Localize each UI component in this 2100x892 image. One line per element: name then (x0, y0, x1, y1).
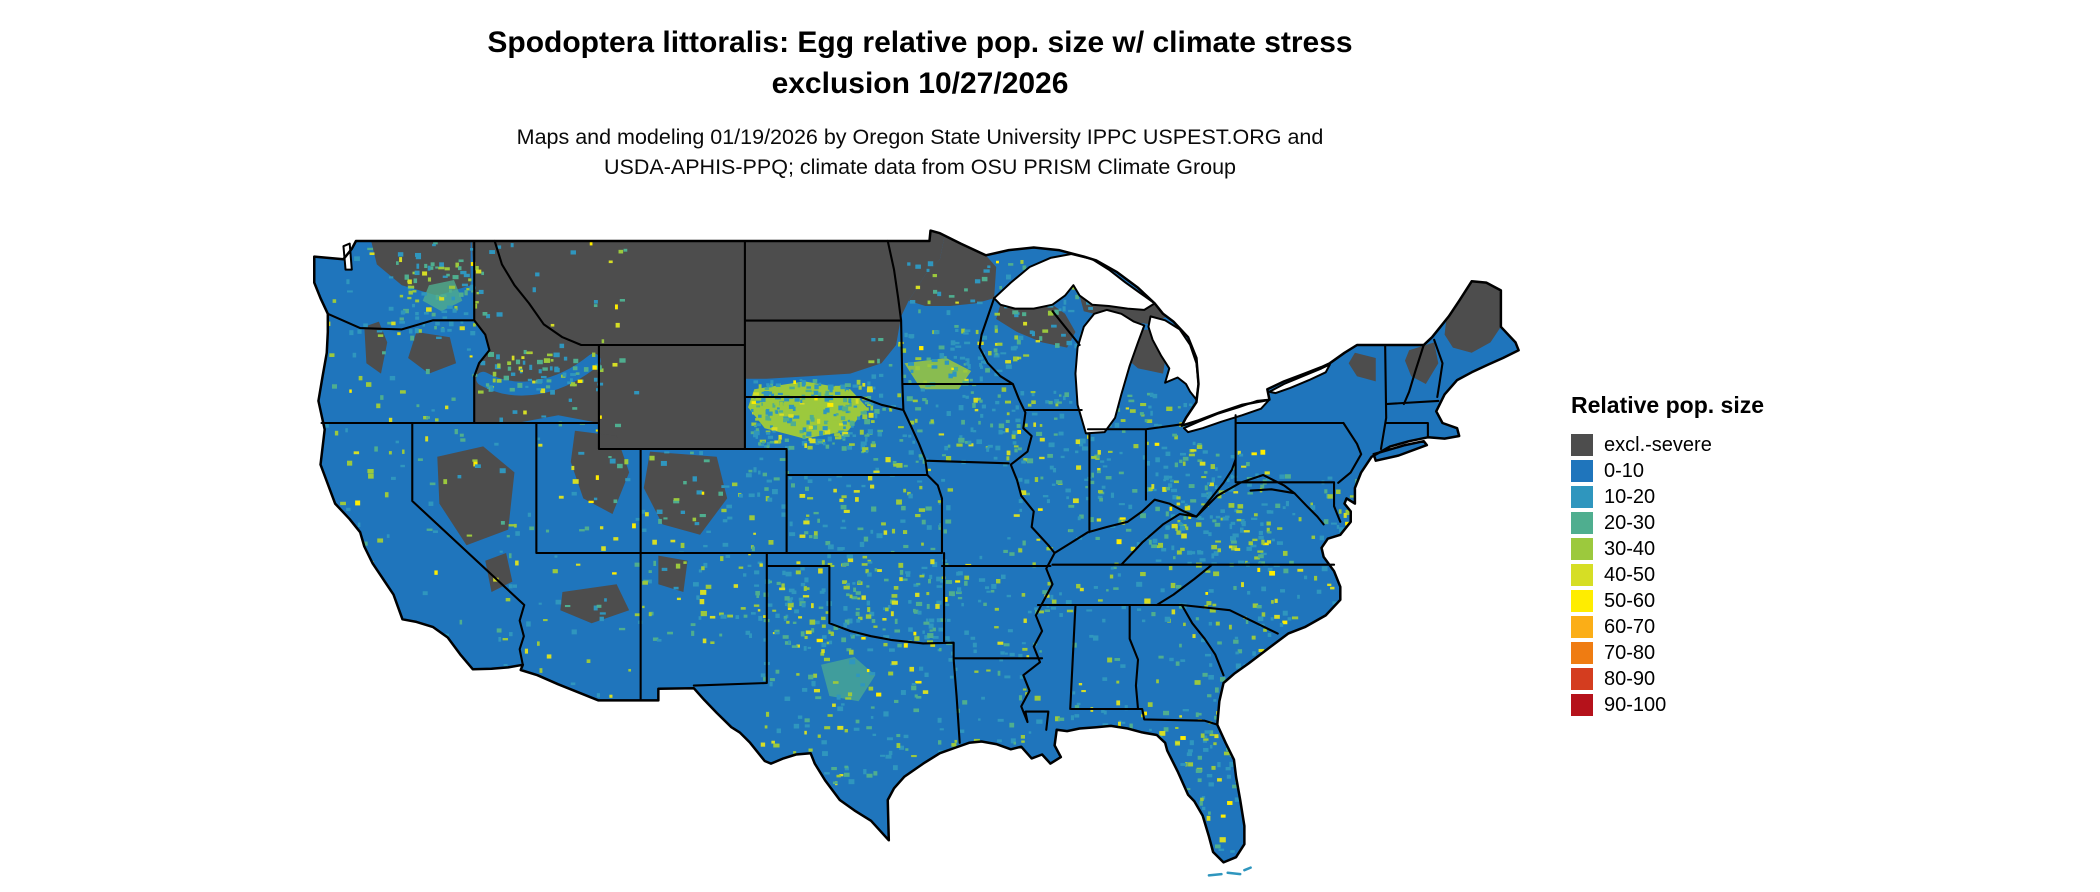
legend-swatch (1571, 694, 1593, 716)
legend-label: 50-60 (1604, 590, 1656, 612)
snake-plain-band (483, 361, 594, 389)
legend-label: 40-50 (1604, 564, 1656, 586)
map-subtitle: Maps and modeling 01/19/2026 by Oregon S… (0, 122, 1840, 183)
legend-label: excl.-severe (1604, 434, 1712, 456)
map-title-line1: Spodoptera littoralis: Egg relative pop.… (487, 26, 1353, 59)
lake-superior (994, 254, 1155, 310)
legend-item: 80-90 (1571, 666, 1764, 692)
legend-label: 70-80 (1604, 642, 1656, 664)
state-borders (322, 241, 1443, 743)
great-lakes (343, 244, 1329, 434)
us-outline (314, 231, 1518, 863)
legend-item: 50-60 (1571, 588, 1764, 614)
legend-label: 10-20 (1604, 486, 1656, 508)
lake-huron (1148, 316, 1198, 399)
header: Spodoptera littoralis: Egg relative pop.… (0, 22, 1840, 183)
legend-swatch (1571, 668, 1593, 690)
legend: Relative pop. size excl.-severe 0-10 10-20… (1571, 392, 1764, 718)
legend-title: Relative pop. size (1571, 392, 1765, 418)
legend-item: 10-20 (1571, 484, 1764, 510)
us-map (308, 228, 1528, 891)
map-title-line2: exclusion 10/27/2026 (771, 67, 1069, 101)
legend-label: 60-70 (1604, 616, 1656, 638)
conus-map-svg (308, 228, 1528, 891)
legend-item: excl.-severe (1571, 432, 1764, 458)
legend-label: 80-90 (1604, 668, 1656, 690)
legend-swatch (1571, 486, 1593, 508)
legend-label: 30-40 (1604, 538, 1656, 560)
legend-label: 20-30 (1604, 512, 1656, 534)
legend-item: 60-70 (1571, 614, 1764, 640)
lake-ontario (1269, 365, 1329, 394)
legend-swatch (1571, 512, 1593, 534)
legend-item: 30-40 (1571, 536, 1764, 562)
map-subtitle-line2: USDA-APHIS-PPQ; climate data from OSU PR… (603, 155, 1237, 180)
map-subtitle-line1: Maps and modeling 01/19/2026 by Oregon S… (516, 124, 1324, 149)
lake-michigan (1075, 310, 1144, 434)
legend-item: 0-10 (1571, 458, 1764, 484)
florida-keys (1209, 868, 1251, 876)
legend-swatch (1571, 538, 1593, 560)
legend-items: excl.-severe 0-10 10-20 20-30 30-40 40-50 50-6… (1571, 432, 1764, 718)
legend-item: 90-100 (1571, 692, 1764, 718)
legend-swatch (1571, 434, 1593, 456)
legend-swatch (1571, 564, 1593, 586)
legend-label: 0-10 (1604, 460, 1645, 482)
legend-item: 20-30 (1571, 510, 1764, 536)
legend-swatch (1571, 460, 1593, 482)
severe-exclusion-region (364, 230, 1501, 624)
legend-item: 40-50 (1571, 562, 1764, 588)
legend-swatch (1571, 590, 1593, 612)
map-title: Spodoptera littoralis: Egg relative pop.… (0, 22, 1840, 105)
legend-swatch (1571, 616, 1593, 638)
legend-swatch (1571, 642, 1593, 664)
legend-label: 90-100 (1604, 694, 1667, 716)
legend-item: 70-80 (1571, 640, 1764, 666)
